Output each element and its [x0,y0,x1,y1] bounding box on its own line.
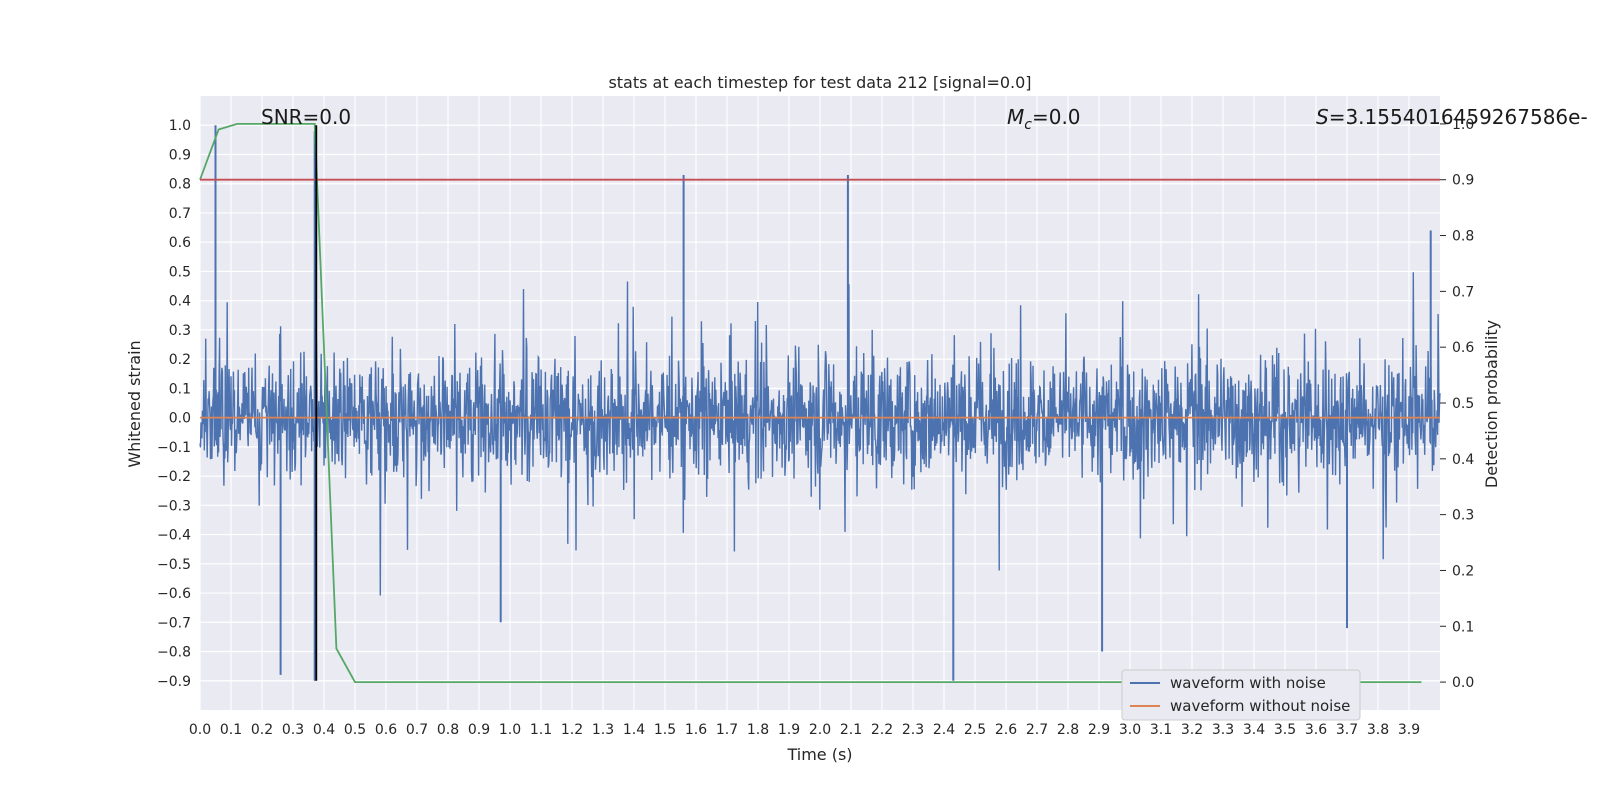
x-tick-label: 0.9 [468,722,490,738]
y-left-axis-label: Whitened strain [125,340,144,467]
mc-annotation: Mc=0.0 [1007,105,1081,133]
y-right-tick-label: 0.1 [1452,619,1474,635]
y-right-tick-label: 0.7 [1452,284,1474,300]
chart-title: stats at each timestep for test data 212… [608,73,1031,92]
s-value: =3.1554016459267586e- [1329,105,1588,129]
snr-annotation: SNR=0.0 [261,105,351,129]
y-left-tick-label: 0.4 [169,294,191,310]
x-tick-label: 1.0 [499,722,521,738]
y-left-tick-label: 0.3 [169,323,191,339]
x-tick-label: 3.5 [1274,722,1296,738]
y-left-tick-label: −0.8 [157,645,191,661]
x-tick-label: 2.2 [871,722,893,738]
line-series [199,123,1440,683]
x-tick-label: 0.4 [313,722,335,738]
x-tick-label: 3.1 [1150,722,1172,738]
x-tick-label: 1.1 [530,722,552,738]
y-left-tick-label: −0.9 [157,674,191,690]
x-tick-label: 3.4 [1243,722,1265,738]
x-tick-label: 0.5 [344,722,366,738]
noise-series [199,125,1441,681]
y-left-tick-label: 1.0 [169,118,191,134]
x-tick-label: 1.6 [685,722,707,738]
y-left-tick-label: −0.7 [157,615,191,631]
y-left-tick-label: 0.8 [169,177,191,193]
y-left-tick-labels: 1.0 0.9 0.8 0.7 0.6 0.5 0.4 0.3 0.2 0.1 0.0 −0.1 −0.… [157,118,191,690]
x-tick-label: 0.6 [375,722,397,738]
y-left-tick-label: 0.9 [169,147,191,163]
y-left-tick-label: 0.1 [169,381,191,397]
y-left-tick-label: −0.5 [157,557,191,573]
y-right-tick-label: 0.0 [1452,675,1474,691]
x-tick-label: 1.4 [623,722,645,738]
y-right-tick-label: 0.2 [1452,563,1474,579]
noise-waveform-line [199,272,1441,596]
legend: waveform with noise waveform without noi… [1121,669,1361,721]
x-tick-label: 0.7 [406,722,428,738]
x-tick-label: 2.0 [809,722,831,738]
x-tick-label: 2.5 [964,722,986,738]
mc-symbol: M [1007,105,1024,129]
y-left-tick-label: −0.6 [157,586,191,602]
x-tick-label: 1.9 [778,722,800,738]
x-tick-label: 1.5 [654,722,676,738]
x-tick-labels: 0.0 0.1 0.2 0.3 0.4 0.5 0.6 0.7 0.8 0.9 1.0 1.1 1.2 1… [189,722,1420,738]
x-tick-label: 2.4 [933,722,955,738]
x-tick-label: 2.9 [1088,722,1110,738]
mc-subscript: c [1024,117,1032,133]
y-left-tick-label: 0.5 [169,264,191,280]
x-tick-label: 0.0 [189,722,211,738]
detection-probability-line [199,123,1422,683]
x-tick-label: 1.7 [716,722,738,738]
y-left-tick-label: 0.0 [169,411,191,427]
legend-label-noise: waveform with noise [1170,674,1326,692]
x-tick-label: 2.6 [995,722,1017,738]
x-tick-label: 1.2 [561,722,583,738]
x-tick-label: 0.8 [437,722,459,738]
y-right-tick-label: 0.3 [1452,508,1474,524]
x-tick-label: 2.1 [840,722,862,738]
y-left-tick-label: −0.4 [157,528,191,544]
y-left-tick-label: 0.6 [169,235,191,251]
x-tick-label: 3.7 [1336,722,1358,738]
y-right-tick-label: 1.0 [1452,117,1474,133]
y-right-tick-label: 0.5 [1452,396,1474,412]
s-symbol: S [1316,105,1329,129]
y-left-tick-label: −0.1 [157,440,191,456]
mc-value: =0.0 [1032,105,1081,129]
x-tick-label: 1.8 [747,722,769,738]
x-tick-label: 2.8 [1057,722,1079,738]
y-left-tick-label: 0.7 [169,206,191,222]
x-tick-label: 0.1 [220,722,242,738]
x-tick-label: 2.7 [1026,722,1048,738]
y-left-tick-label: −0.3 [157,498,191,514]
y-right-tick-label: 0.4 [1452,452,1474,468]
legend-box [1121,669,1361,721]
x-tick-label: 3.6 [1305,722,1327,738]
y-right-tick-label: 0.8 [1452,229,1474,245]
x-axis-label: Time (s) [786,745,852,764]
s-annotation: S=3.1554016459267586e- [1316,105,1588,129]
y-left-tick-label: −0.2 [157,469,191,485]
legend-label-clean: waveform without noise [1170,697,1350,715]
x-tick-label: 3.8 [1367,722,1389,738]
y-right-tick-label: 0.9 [1452,173,1474,189]
x-tick-label: 3.9 [1398,722,1420,738]
y-right-axis-label: Detection probability [1482,320,1501,488]
y-left-tick-label: 0.2 [169,352,191,368]
x-tick-label: 3.3 [1212,722,1234,738]
y-right-tick-label: 0.6 [1452,340,1474,356]
x-tick-label: 0.2 [251,722,273,738]
x-tick-label: 0.3 [282,722,304,738]
y-right-tick-labels: 1.0 0.9 0.8 0.7 0.6 0.5 0.4 0.3 0.2 0.1 0.0 [1440,117,1474,691]
x-tick-label: 3.2 [1181,722,1203,738]
x-tick-label: 3.0 [1119,722,1141,738]
x-tick-label: 2.3 [902,722,924,738]
x-tick-label: 1.3 [592,722,614,738]
